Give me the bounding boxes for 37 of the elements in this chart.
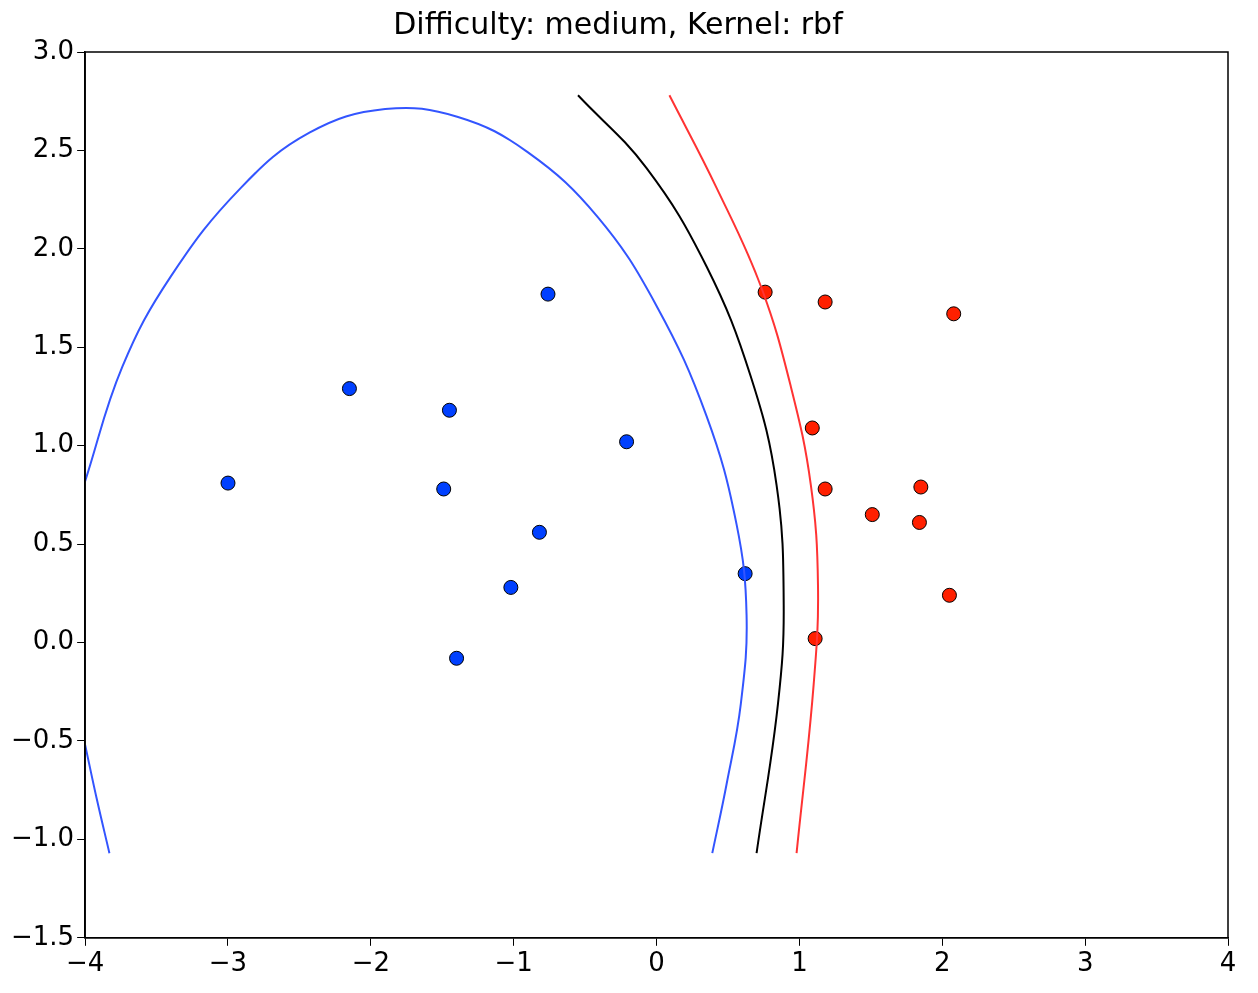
point	[804, 420, 820, 436]
chart-title: Difficulty: medium, Kernel: rbf	[393, 5, 845, 41]
point	[941, 587, 957, 603]
y-tick-label: 1.5	[32, 330, 75, 361]
y-tick-label: −0.5	[10, 723, 75, 754]
x-tick-label: 0	[648, 947, 665, 978]
y-tick-label: 1.0	[32, 428, 75, 459]
point	[220, 475, 236, 491]
point	[946, 306, 962, 322]
point	[503, 579, 519, 595]
x-tick-label: −2	[351, 947, 391, 978]
line-series	[668, 94, 820, 855]
line-series	[577, 94, 785, 855]
x-tick-label: −1	[494, 947, 533, 978]
x-tick-label: −3	[208, 947, 248, 978]
point	[341, 381, 357, 397]
y-tick-label: 2.5	[32, 133, 75, 164]
y-tick-label: 0.0	[32, 625, 75, 656]
y-tick-label: 0.5	[32, 526, 75, 557]
y-tick-label: −1.0	[10, 822, 75, 853]
point	[817, 481, 833, 497]
x-tick-label: 3	[1076, 947, 1094, 978]
point	[540, 286, 556, 302]
x-tick-label: 1	[791, 947, 808, 978]
y-tick-label: 2.0	[32, 231, 75, 262]
point	[619, 434, 635, 450]
point	[817, 294, 833, 310]
y-tick-label: 3.0	[32, 34, 75, 65]
x-tick-label: 2	[934, 947, 951, 978]
point	[449, 650, 465, 666]
point	[531, 524, 547, 540]
point	[436, 481, 452, 497]
point	[911, 514, 927, 530]
point	[441, 402, 457, 418]
point	[913, 479, 929, 495]
point	[864, 507, 880, 523]
x-tick-label: 4	[1219, 947, 1237, 978]
